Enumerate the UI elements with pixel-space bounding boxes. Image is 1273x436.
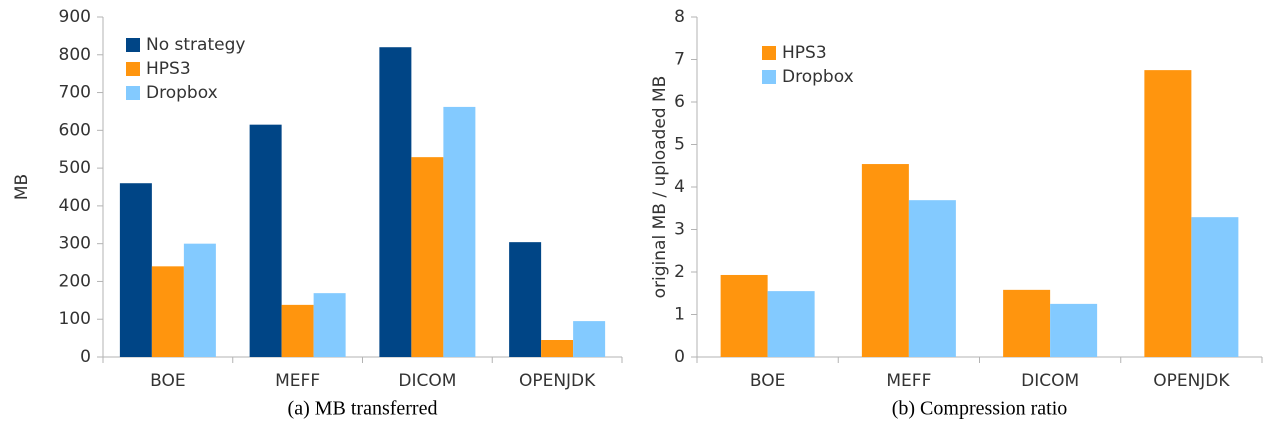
y-tick-label: 8 (674, 7, 685, 27)
y-tick-label: 0 (80, 347, 91, 367)
bar (1050, 303, 1098, 357)
x-tick-label: MEFF (275, 371, 320, 391)
x-tick-label: OPENJDK (1153, 371, 1230, 391)
legend-box (756, 36, 868, 94)
legend-swatch (126, 38, 140, 52)
bar (379, 47, 412, 357)
x-tick-label: BOE (750, 371, 786, 391)
legend-label: HPS3 (782, 43, 827, 63)
legend-label: HPS3 (146, 59, 191, 79)
x-tick-label: MEFF (886, 371, 931, 391)
bar (509, 242, 542, 357)
x-tick-label: DICOM (1021, 371, 1079, 391)
caption: (b) Compression ratio (892, 398, 1068, 420)
legend-label: No strategy (146, 35, 245, 55)
bar (151, 266, 184, 357)
y-tick-label: 100 (59, 309, 91, 329)
legend-swatch (762, 46, 776, 60)
bar (767, 291, 815, 357)
y-tick-label: 6 (674, 92, 685, 112)
y-tick-label: 3 (674, 220, 685, 240)
bar (249, 124, 282, 358)
bar (541, 340, 574, 357)
bar (411, 157, 444, 357)
x-tick-label: DICOM (398, 371, 456, 391)
legend-box (120, 28, 260, 110)
y-tick-label: 300 (59, 234, 91, 254)
y-tick-label: 7 (674, 50, 685, 70)
bar (1191, 217, 1239, 357)
y-tick-label: 400 (59, 196, 91, 216)
y-tick-label: 5 (674, 135, 685, 155)
y-tick-label: 200 (59, 271, 91, 291)
bar (573, 321, 606, 357)
y-tick-label: 0 (674, 347, 685, 367)
bar (1003, 289, 1051, 357)
bar (1144, 70, 1192, 357)
bar (313, 293, 346, 357)
bar (908, 200, 956, 357)
legend-swatch (126, 86, 140, 100)
bar (861, 164, 909, 357)
legend-label: Dropbox (146, 83, 218, 103)
bar (443, 106, 476, 358)
y-tick-label: 600 (59, 120, 91, 140)
y-axis-label: MB (12, 174, 32, 200)
y-tick-label: 700 (59, 83, 91, 103)
x-tick-label: BOE (150, 371, 186, 391)
legend-swatch (126, 62, 140, 76)
caption: (a) MB transferred (288, 398, 438, 420)
y-tick-label: 4 (674, 177, 685, 197)
y-tick-label: 1 (674, 305, 685, 325)
bar (720, 274, 768, 357)
legend-swatch (762, 70, 776, 84)
bar (183, 243, 216, 357)
y-tick-label: 2 (674, 262, 685, 282)
y-axis-label: original MB / uploaded MB (650, 76, 670, 299)
y-tick-label: 900 (59, 7, 91, 27)
y-tick-label: 800 (59, 45, 91, 65)
bar (119, 183, 152, 357)
y-tick-label: 500 (59, 158, 91, 178)
bar (281, 304, 314, 357)
x-tick-label: OPENJDK (519, 371, 596, 391)
legend-label: Dropbox (782, 67, 854, 87)
